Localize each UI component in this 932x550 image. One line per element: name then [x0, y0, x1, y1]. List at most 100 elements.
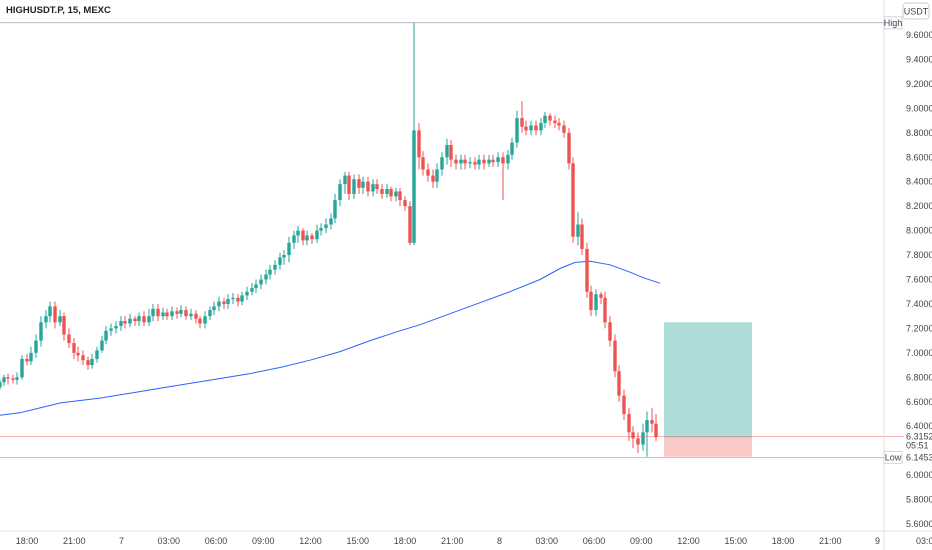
candle [76, 346, 80, 362]
candle-body [259, 279, 263, 285]
candle-body [2, 377, 6, 383]
candle-body [179, 310, 183, 314]
candle [408, 201, 412, 246]
candle-body [15, 377, 19, 380]
candle [580, 218, 584, 256]
candle-body [292, 235, 296, 243]
candle-body [217, 301, 221, 307]
candle-body [20, 358, 24, 378]
time-axis[interactable]: 18:00 21:00 7 03:00 06:00 09:00 12:00 15:00 18:0… [0, 530, 932, 546]
candle-body [343, 175, 347, 185]
candle [133, 316, 137, 326]
candle [250, 283, 254, 296]
y-tick-label: 7.4000 [906, 299, 932, 309]
candle [385, 184, 389, 198]
candle-body [208, 310, 212, 317]
candle [6, 373, 10, 385]
candle-body [412, 130, 416, 243]
candle [389, 186, 393, 202]
high-tag: High [883, 16, 903, 30]
candle-body [72, 343, 76, 353]
candle [62, 312, 66, 341]
candle [650, 407, 654, 433]
candle [86, 356, 90, 370]
candle [305, 230, 309, 246]
candle [398, 187, 402, 207]
candle-body [142, 316, 146, 323]
price-axis[interactable]: 9.6000 9.4000 9.2000 9.0000 8.8000 8.6000 8.40… [883, 0, 932, 550]
candle [617, 365, 621, 402]
candle-body [310, 235, 314, 240]
candle-body [245, 291, 249, 296]
candle [11, 374, 15, 384]
candle-body [654, 423, 658, 438]
candle-body [496, 157, 500, 163]
y-tick-label: 5.8000 [906, 495, 932, 505]
candle [403, 196, 407, 212]
candle-body [53, 306, 57, 323]
candle [212, 301, 216, 315]
currency-button[interactable]: USDT [902, 2, 930, 20]
low-tag-value: 6.1453 [906, 452, 932, 462]
position-target-zone[interactable] [664, 322, 752, 439]
candle-body [622, 395, 626, 414]
candle [361, 176, 365, 194]
candle-body [645, 420, 649, 433]
candle-body [268, 269, 272, 275]
candle-body [408, 206, 412, 243]
candle [2, 374, 6, 386]
x-tick-label: 21:00 [441, 536, 464, 546]
candle [417, 123, 421, 170]
candle-body [34, 340, 38, 353]
candle [20, 355, 24, 380]
candle [179, 305, 183, 318]
candle [25, 354, 29, 366]
y-tick-label: 9.6000 [906, 30, 932, 40]
candle [114, 321, 118, 334]
y-tick-label: 6.4000 [906, 421, 932, 431]
candle-body [165, 312, 169, 317]
position-stop-zone[interactable] [664, 438, 752, 457]
candle-body [501, 157, 505, 164]
candle [585, 242, 589, 298]
y-tick-label: 8.8000 [906, 128, 932, 138]
candle [301, 228, 305, 246]
candle-body [338, 184, 342, 201]
candle [287, 236, 291, 263]
candle [184, 306, 188, 320]
candle-body [529, 125, 533, 131]
candle [333, 193, 337, 224]
price-lines-layer [0, 22, 932, 458]
y-tick-label: 8.0000 [906, 226, 932, 236]
candle [449, 140, 453, 168]
candle-body [361, 181, 365, 188]
candle [104, 325, 108, 345]
candle [254, 279, 258, 293]
candle-body [585, 248, 589, 292]
x-tick-label: 03:00 [157, 536, 180, 546]
x-tick-label: 12:00 [677, 536, 700, 546]
candle-body [608, 322, 612, 341]
x-tick-label: 18:00 [16, 536, 39, 546]
candle [329, 213, 333, 230]
candle-body [477, 159, 481, 165]
candle [278, 252, 282, 270]
candle-body [510, 142, 514, 155]
position-tool[interactable] [664, 322, 752, 457]
candle-body [81, 355, 85, 361]
x-tick-label: 15:00 [346, 536, 369, 546]
candle [435, 163, 439, 188]
candle-body [613, 340, 617, 372]
candle-body [594, 294, 598, 311]
candle-body [194, 313, 198, 319]
candle [506, 149, 510, 170]
x-tick-label: 09:00 [630, 536, 653, 546]
candle [622, 389, 626, 421]
candle-body [520, 118, 524, 127]
candle-body [650, 420, 654, 424]
candle-body [562, 125, 566, 133]
candle [231, 292, 235, 304]
candle [109, 323, 113, 336]
